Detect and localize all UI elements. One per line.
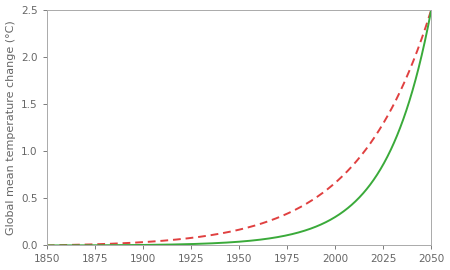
Y-axis label: Global mean temperature change (°C): Global mean temperature change (°C)	[5, 20, 16, 235]
